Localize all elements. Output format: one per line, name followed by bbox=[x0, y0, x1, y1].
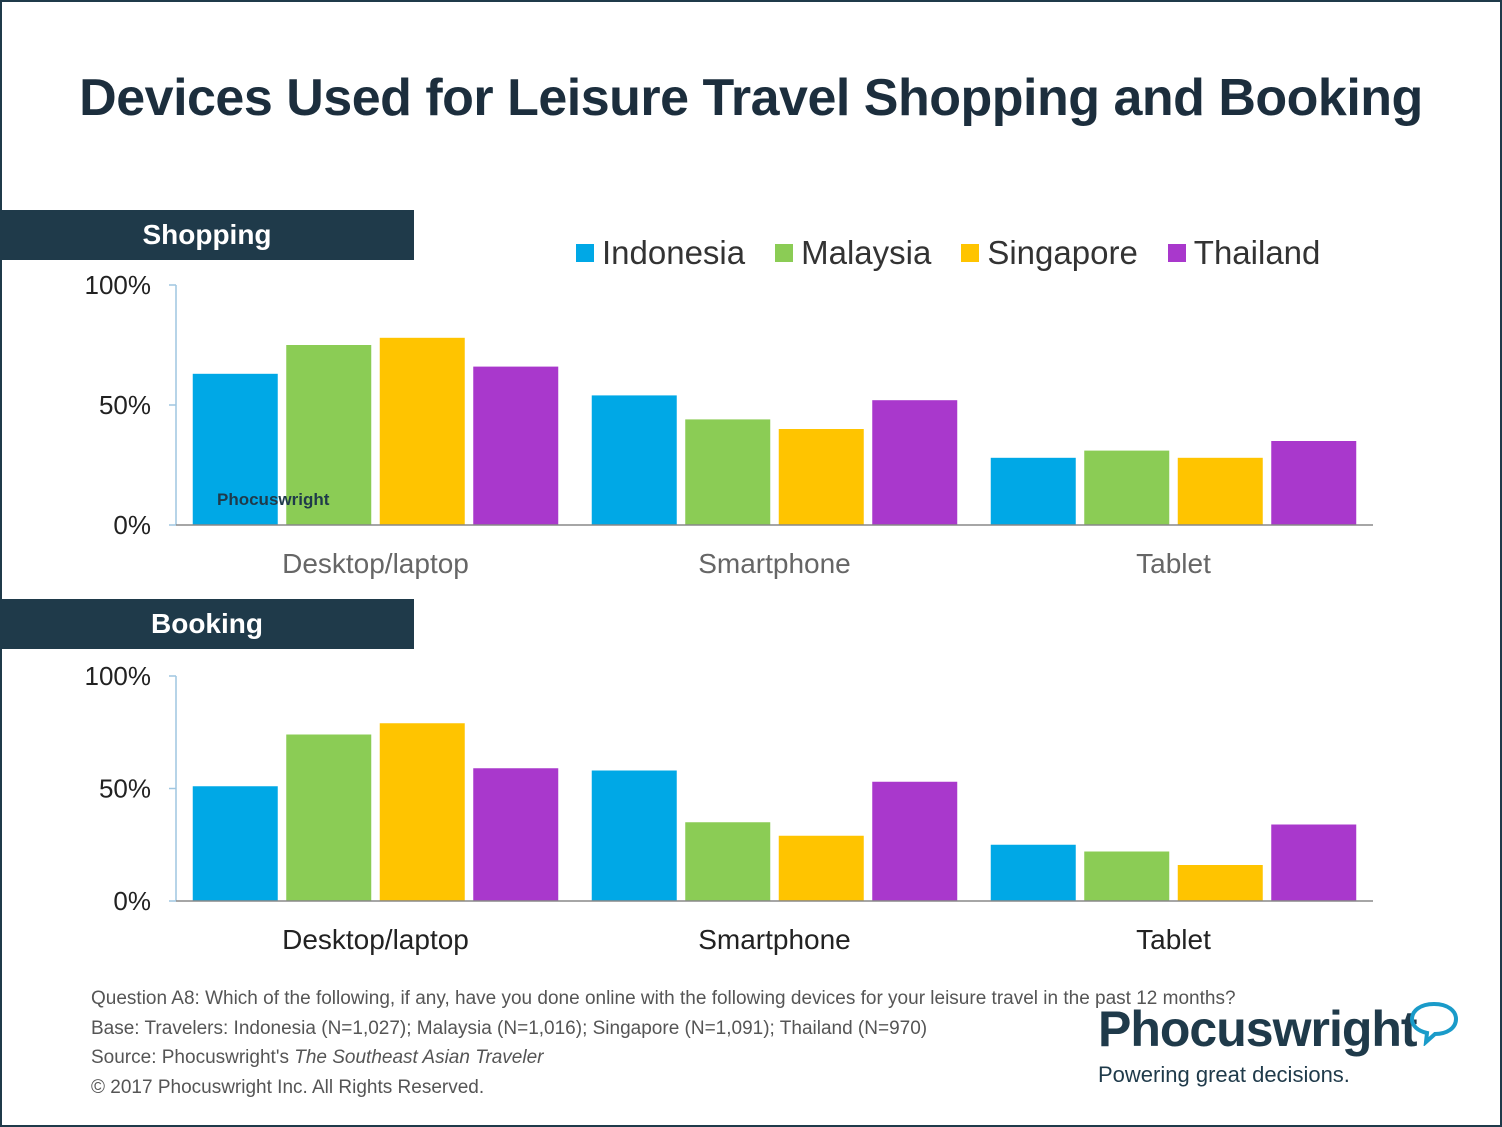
legend-swatch-indonesia bbox=[576, 244, 594, 262]
legend-item-malaysia: Malaysia bbox=[775, 234, 931, 272]
brand-logo: Phocuswright Powering great decisions. bbox=[1098, 1001, 1459, 1088]
shopping-bar-indonesia bbox=[990, 457, 1076, 525]
shopping-category-label: Smartphone bbox=[698, 548, 851, 579]
speech-bubble-icon bbox=[1409, 1001, 1459, 1046]
booking-chart: 100% 50% 0% Desktop/laptop Smartphone Tablet bbox=[85, 661, 1373, 955]
booking-bar-thailand bbox=[1271, 824, 1357, 901]
brand-tagline: Powering great decisions. bbox=[1098, 1062, 1350, 1087]
legend-swatch-singapore bbox=[961, 244, 980, 262]
copyright-note: © 2017 Phocuswright Inc. All Rights Rese… bbox=[91, 1076, 485, 1098]
legend-label-singapore: Singapore bbox=[987, 234, 1138, 271]
booking-bar-indonesia bbox=[192, 786, 278, 901]
booking-category-label: Desktop/laptop bbox=[282, 924, 469, 955]
booking-category-label: Smartphone bbox=[698, 924, 851, 955]
legend: Indonesia Malaysia Singapore Thailand bbox=[576, 234, 1320, 272]
legend-label-indonesia: Indonesia bbox=[602, 234, 746, 271]
section-tab-booking-label: Booking bbox=[151, 608, 263, 639]
booking-bar-thailand bbox=[872, 781, 958, 901]
legend-item-singapore: Singapore bbox=[961, 234, 1138, 272]
booking-bar-malaysia bbox=[685, 822, 771, 901]
shopping-bar-malaysia bbox=[286, 345, 372, 525]
shopping-bar-thailand bbox=[1271, 441, 1357, 525]
booking-bar-indonesia bbox=[990, 844, 1076, 901]
booking-category-label: Tablet bbox=[1136, 924, 1211, 955]
booking-y-tick-label: 0% bbox=[113, 886, 151, 916]
shopping-bar-thailand bbox=[473, 366, 559, 525]
source-title: The Southeast Asian Traveler bbox=[294, 1047, 544, 1068]
shopping-category-label: Desktop/laptop bbox=[282, 548, 469, 579]
question-note: Question A8: Which of the following, if … bbox=[91, 988, 1236, 1009]
section-tab-shopping: Shopping bbox=[0, 210, 414, 260]
shopping-chart: 100% 50% 0% Desktop/laptop Smartphone Tablet bbox=[85, 270, 1373, 579]
source-note: Source: Phocuswright's The Southeast Asi… bbox=[91, 1043, 1236, 1073]
chart-title: Devices Used for Leisure Travel Shopping… bbox=[79, 69, 1423, 127]
shopping-bar-malaysia bbox=[685, 419, 771, 525]
legend-label-malaysia: Malaysia bbox=[801, 234, 932, 271]
shopping-y-tick-label: 100% bbox=[85, 270, 152, 300]
shopping-bar-singapore bbox=[1177, 457, 1263, 525]
section-tab-booking: Booking bbox=[0, 599, 414, 649]
booking-bar-malaysia bbox=[1084, 851, 1170, 901]
shopping-bar-malaysia bbox=[1084, 450, 1170, 525]
shopping-y-tick-label: 0% bbox=[113, 510, 151, 540]
footnotes: Question A8: Which of the following, if … bbox=[91, 984, 1236, 1102]
base-note: Base: Travelers: Indonesia (N=1,027); Ma… bbox=[91, 1017, 928, 1039]
booking-bar-malaysia bbox=[286, 734, 372, 901]
shopping-bar-singapore bbox=[379, 337, 465, 525]
legend-item-thailand: Thailand bbox=[1167, 234, 1321, 272]
booking-bar-singapore bbox=[379, 723, 465, 901]
legend-item-indonesia: Indonesia bbox=[576, 234, 745, 272]
section-tab-shopping-label: Shopping bbox=[142, 219, 272, 250]
shopping-y-tick-label: 50% bbox=[99, 390, 151, 420]
booking-y-tick-label: 100% bbox=[85, 661, 152, 691]
shopping-bar-thailand bbox=[872, 400, 958, 525]
booking-bar-singapore bbox=[778, 835, 864, 901]
source-prefix: Source: Phocuswright's bbox=[91, 1047, 295, 1068]
shopping-bar-singapore bbox=[778, 429, 864, 525]
shopping-bar-indonesia bbox=[591, 395, 677, 525]
booking-bar-singapore bbox=[1177, 865, 1263, 901]
legend-label-thailand: Thailand bbox=[1193, 234, 1321, 271]
legend-swatch-thailand bbox=[1167, 244, 1186, 262]
brand-name: Phocuswright bbox=[1098, 1001, 1418, 1057]
shopping-category-label: Tablet bbox=[1136, 548, 1211, 579]
booking-bar-indonesia bbox=[591, 770, 677, 901]
booking-y-tick-label: 50% bbox=[99, 774, 151, 804]
shopping-bar-indonesia bbox=[192, 373, 278, 525]
legend-swatch-malaysia bbox=[775, 244, 794, 262]
booking-bar-thailand bbox=[473, 768, 559, 901]
chart-watermark: Phocuswright bbox=[217, 490, 330, 509]
